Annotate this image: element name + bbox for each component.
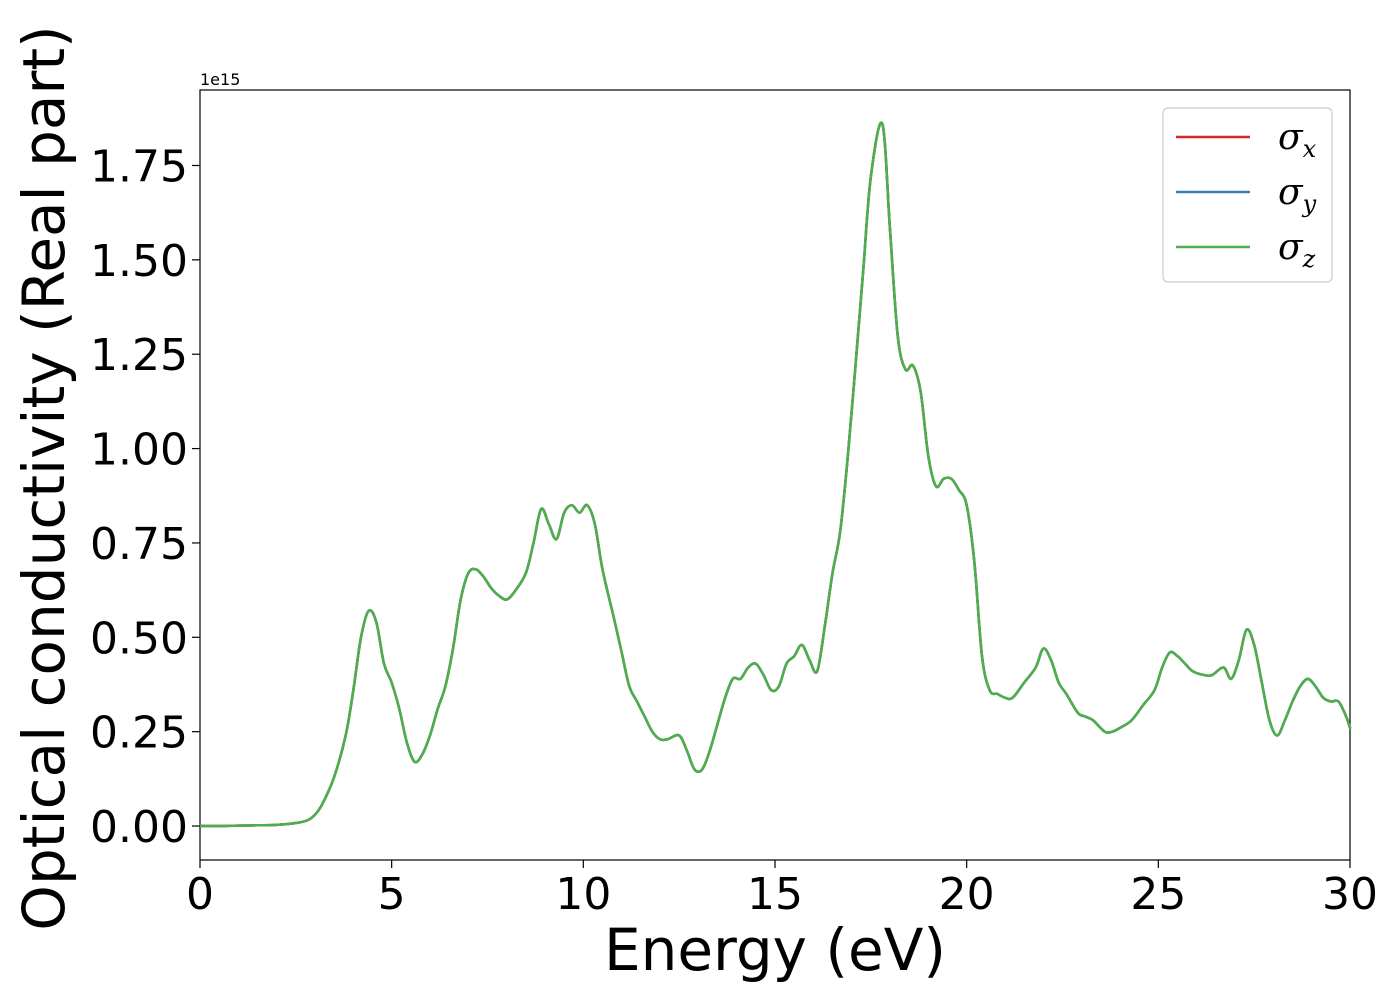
x-tick-label: 20 (939, 869, 995, 920)
series-line-z (198, 121, 1352, 828)
legend-symbol: σ (1278, 227, 1304, 268)
plot-area (198, 89, 1352, 861)
series-layer (198, 121, 1352, 828)
y-tick-label: 0.00 (90, 802, 188, 853)
plot-frame (199, 89, 1351, 861)
y-tick-label: 1.25 (90, 330, 188, 381)
legend-label-x: σx (1278, 117, 1317, 163)
x-tick-label: 25 (1130, 869, 1186, 920)
legend-symbol: σ (1278, 172, 1304, 213)
legend-subscript: x (1303, 135, 1317, 163)
x-axis-ticks: 0 5 10 15 20 25 30 (186, 860, 1378, 920)
x-axis-label: Energy (eV) (604, 916, 946, 984)
legend-label-y: σy (1278, 172, 1317, 218)
legend-subscript: z (1302, 245, 1316, 273)
y-tick-label: 1.50 (90, 236, 188, 287)
legend-box (1162, 107, 1333, 283)
x-tick-label: 0 (186, 869, 214, 920)
legend-symbol: σ (1278, 117, 1304, 158)
y-axis-ticks: 0.00 0.25 0.50 0.75 1.00 1.25 1.50 1.75 (90, 141, 200, 853)
y-axis-label: Optical conductivity (Real part) (10, 25, 78, 930)
legend-label-z: σz (1278, 227, 1316, 273)
x-tick-label: 10 (555, 869, 611, 920)
y-tick-label: 0.25 (90, 708, 188, 759)
y-tick-label: 0.75 (90, 519, 188, 570)
x-tick-label: 15 (747, 869, 803, 920)
x-tick-label: 30 (1322, 869, 1378, 920)
x-tick-label: 5 (378, 869, 406, 920)
y-tick-label: 1.75 (90, 141, 188, 192)
y-offset-label: 1e15 (200, 70, 240, 89)
y-tick-label: 1.00 (90, 425, 188, 476)
y-tick-label: 0.50 (90, 613, 188, 664)
legend-subscript: y (1302, 190, 1317, 218)
